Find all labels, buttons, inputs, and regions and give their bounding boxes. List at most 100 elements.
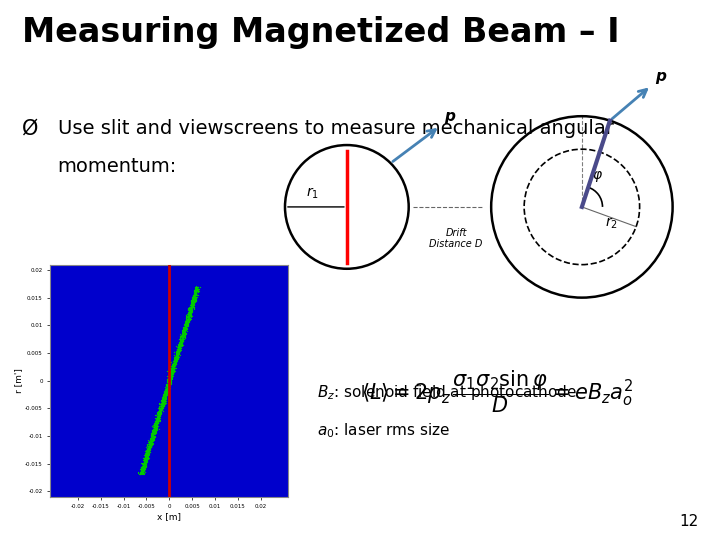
Point <box>184 309 196 318</box>
Point <box>176 335 187 343</box>
Point <box>167 364 179 373</box>
Point <box>140 460 151 469</box>
Point <box>142 452 153 461</box>
Point <box>189 289 200 298</box>
Point <box>173 343 184 352</box>
Point <box>162 374 174 382</box>
Point <box>184 313 195 321</box>
Point <box>176 337 187 346</box>
Point <box>153 406 165 414</box>
Point <box>167 369 179 378</box>
Point <box>187 292 199 301</box>
Point <box>135 464 147 473</box>
Point <box>176 340 188 349</box>
Point <box>170 357 181 366</box>
Point <box>158 393 170 402</box>
Point <box>184 301 195 309</box>
Point <box>143 446 154 455</box>
Point <box>151 421 163 429</box>
Point <box>146 430 158 439</box>
Point <box>180 314 192 323</box>
Point <box>153 413 164 421</box>
Point <box>163 377 175 386</box>
Point <box>159 386 171 395</box>
Point <box>149 428 161 436</box>
Point <box>160 391 171 400</box>
Point <box>168 359 179 367</box>
Point <box>186 308 198 316</box>
Point <box>148 428 159 437</box>
Point <box>186 304 197 313</box>
Point <box>156 402 168 411</box>
Point <box>148 428 160 436</box>
Point <box>167 360 179 368</box>
Point <box>145 429 156 438</box>
Point <box>145 436 156 444</box>
Point <box>185 296 197 305</box>
Point <box>170 357 181 366</box>
Point <box>171 347 182 355</box>
Point <box>154 409 166 418</box>
Point <box>138 455 150 464</box>
Point <box>170 359 181 368</box>
Point <box>139 459 150 468</box>
Point <box>156 404 168 413</box>
Point <box>190 295 202 304</box>
Point <box>163 380 175 388</box>
Point <box>171 352 183 360</box>
Point <box>172 344 184 353</box>
Point <box>156 403 167 411</box>
Point <box>141 449 153 457</box>
Point <box>161 388 173 397</box>
Point <box>171 352 183 360</box>
Point <box>164 368 176 376</box>
Point <box>179 328 190 337</box>
Point <box>153 411 165 420</box>
Point <box>186 301 197 310</box>
Point <box>141 449 153 457</box>
Point <box>177 337 189 346</box>
Point <box>173 347 184 356</box>
Point <box>168 362 179 371</box>
Point <box>171 353 182 362</box>
Point <box>167 364 179 373</box>
Point <box>139 456 150 464</box>
Point <box>185 308 197 316</box>
Point <box>176 329 187 338</box>
Point <box>186 306 197 314</box>
Point <box>177 327 189 336</box>
Point <box>143 450 155 458</box>
Point <box>167 366 179 375</box>
Point <box>161 384 173 393</box>
Point <box>148 429 159 437</box>
Point <box>184 306 196 314</box>
Point <box>153 410 165 418</box>
Point <box>187 296 199 305</box>
Point <box>180 323 192 332</box>
Point <box>175 339 186 347</box>
Point <box>170 360 181 368</box>
Point <box>173 345 184 354</box>
Point <box>147 433 158 441</box>
Point <box>159 382 171 391</box>
Point <box>160 393 171 402</box>
Point <box>171 353 182 361</box>
Point <box>162 379 174 388</box>
Point <box>163 378 174 387</box>
Point <box>163 368 175 377</box>
Point <box>172 347 184 356</box>
Point <box>146 439 158 448</box>
Point <box>190 287 202 296</box>
Point <box>173 349 184 358</box>
Point <box>176 333 188 342</box>
Point <box>166 369 177 377</box>
Point <box>160 389 171 397</box>
Point <box>188 293 199 301</box>
Point <box>162 383 174 391</box>
Point <box>144 440 156 448</box>
Point <box>144 444 156 453</box>
Point <box>148 434 159 443</box>
Point <box>171 347 183 356</box>
Point <box>160 384 171 393</box>
Point <box>163 382 174 390</box>
